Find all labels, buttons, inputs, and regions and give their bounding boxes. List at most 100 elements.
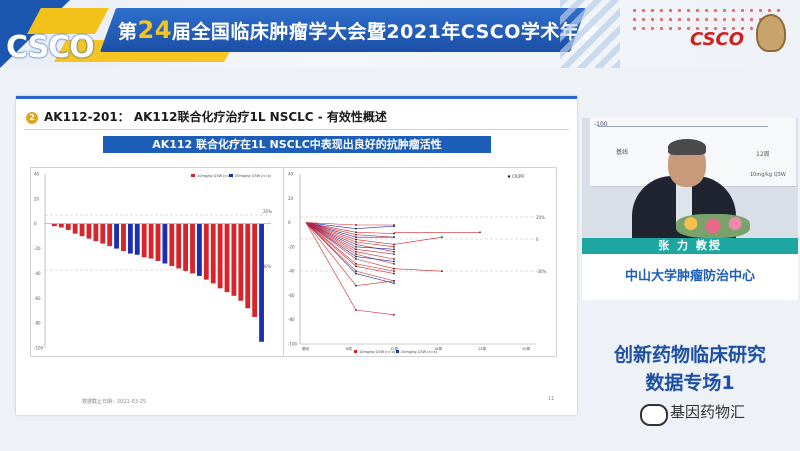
waterfall-bar — [79, 223, 85, 237]
spider-point — [393, 248, 395, 251]
spider-point — [393, 225, 395, 228]
spider-point — [355, 250, 357, 253]
waterfall-bar — [155, 223, 161, 261]
spider-point — [355, 236, 357, 239]
spider-y-tick: -100 — [288, 342, 298, 347]
waterfall-bar — [238, 223, 244, 301]
spider-point — [355, 243, 357, 246]
spider-x-tick: 12周 — [390, 346, 398, 351]
watermark-text: 基因药物汇 — [670, 403, 746, 421]
waterfall-y-tick: -20 — [34, 246, 41, 251]
spider-legend-swatch-red — [354, 350, 357, 353]
waterfall-legend: 10mg/kg Q3W (n=x) 20mg/kg Q3W (n=x) — [191, 174, 272, 178]
speaker-name: 张 力 教授 — [582, 238, 798, 254]
conference-title: 第24届全国临床肿瘤学大会暨2021年CSCO学术年会 — [118, 12, 598, 48]
ref-label-20: 20% — [263, 209, 272, 214]
spider-point — [355, 233, 357, 236]
video-screen-label-left: 基线 — [616, 149, 629, 156]
ref-label-neg30: -30% — [261, 264, 272, 269]
spider-plot: 20% 0 -30% 40 20 0 -20 -40 -60 -80 -100 基线 6周 12周… — [283, 167, 557, 357]
waterfall-y-tick: -60 — [34, 296, 41, 301]
waterfall-bar — [72, 223, 78, 234]
spider-point — [355, 231, 357, 234]
waterfall-bar — [217, 223, 223, 289]
waterfall-y-tick: -40 — [34, 271, 41, 276]
waterfall-chart: 40 20 0 -20 -40 -60 -80 -100 20% -30% 10mg/kg Q… — [30, 167, 285, 357]
waterfall-bar — [127, 223, 133, 254]
waterfall-bar — [65, 223, 71, 230]
waterfall-bar — [134, 223, 140, 255]
spider-point — [393, 270, 395, 273]
spider-point — [393, 258, 395, 260]
spider-legend-1: 10mg/kg Q3W (n=x) — [359, 350, 396, 354]
spider-point — [441, 270, 443, 273]
waterfall-bar — [86, 223, 92, 239]
spider-point — [393, 253, 395, 256]
waterfall-bar — [162, 223, 168, 264]
step-number-icon: 2 — [26, 112, 38, 124]
spider-point — [355, 253, 357, 256]
spider-ref-label-20: 20% — [536, 215, 545, 220]
slide-divider — [24, 129, 569, 130]
video-screen-line — [598, 126, 768, 127]
legend-label-2: 20mg/kg Q3W (n=x) — [235, 174, 272, 178]
spider-legend-dot — [507, 175, 511, 178]
spider-point — [393, 260, 395, 263]
spider-point — [393, 250, 395, 253]
header-dot-pattern — [630, 6, 780, 36]
spider-y-tick: -80 — [288, 317, 295, 322]
spider-point — [479, 231, 481, 234]
waterfall-y-tick: 40 — [34, 172, 40, 177]
spider-point — [355, 272, 357, 275]
waterfall-y-tick: -80 — [34, 321, 41, 326]
wechat-icon — [640, 404, 668, 426]
waterfall-bar — [231, 223, 237, 296]
waterfall-bar — [197, 223, 202, 276]
spider-point — [355, 224, 357, 226]
legend-label-1: 10mg/kg Q3W (n=x) — [197, 174, 234, 178]
spider-x-tick: 24周 — [478, 346, 486, 351]
waterfall-y-tick: -100 — [34, 346, 44, 351]
spider-legend-2: 20mg/kg Q3W (n=x) — [401, 350, 438, 354]
spider-point — [355, 284, 357, 287]
spider-point — [393, 313, 395, 316]
spider-point — [355, 258, 357, 260]
slide-page-number: 11 — [548, 396, 555, 402]
slide-banner: AK112 联合化疗在1L NSCLC中表现出良好的抗肿瘤活性 — [103, 136, 491, 153]
waterfall-y-tick: 0 — [34, 221, 37, 226]
spider-patient-line — [305, 222, 394, 226]
waterfall-bar — [114, 223, 119, 249]
spider-y-tick: -40 — [288, 269, 295, 274]
title-rest: 届全国临床肿瘤学大会暨2021年CSCO学术年会 — [171, 21, 599, 43]
spider-point — [355, 309, 357, 311]
csco-logo-right: CSCO — [690, 29, 745, 50]
spider-ref-label-neg30: -30% — [536, 269, 547, 274]
title-prefix: 第 — [118, 21, 138, 43]
spider-y-tick: 40 — [288, 172, 294, 177]
spider-x-tick: 基线 — [302, 346, 310, 351]
spider-point — [355, 238, 357, 241]
waterfall-bar — [245, 223, 251, 309]
spider-y-tick: 20 — [288, 196, 294, 201]
slide-title: AK112-201： AK112联合化疗治疗1L NSCLC - 有效性概述 — [44, 110, 387, 124]
speaker-hair — [668, 139, 706, 155]
waterfall-bar — [252, 223, 258, 317]
spider-y-tick: -60 — [288, 293, 295, 298]
spider-y-tick: -20 — [288, 244, 295, 249]
legend-swatch-blue — [229, 174, 233, 177]
header-stripe-decoration — [560, 0, 620, 68]
waterfall-bar — [203, 223, 209, 280]
video-screen-legend: 10mg/kg Q3W — [750, 172, 786, 178]
csco-emblem-icon — [756, 14, 786, 52]
spider-point — [355, 255, 357, 258]
spider-point — [393, 236, 395, 239]
title-number: 24 — [137, 16, 172, 44]
waterfall-bar — [100, 223, 106, 244]
spider-point — [393, 245, 395, 248]
spider-point — [355, 245, 357, 248]
spider-point — [355, 248, 357, 251]
spider-point — [355, 227, 357, 230]
waterfall-bar — [190, 223, 195, 274]
waterfall-bar — [183, 223, 189, 271]
podium-flowers — [676, 214, 750, 238]
